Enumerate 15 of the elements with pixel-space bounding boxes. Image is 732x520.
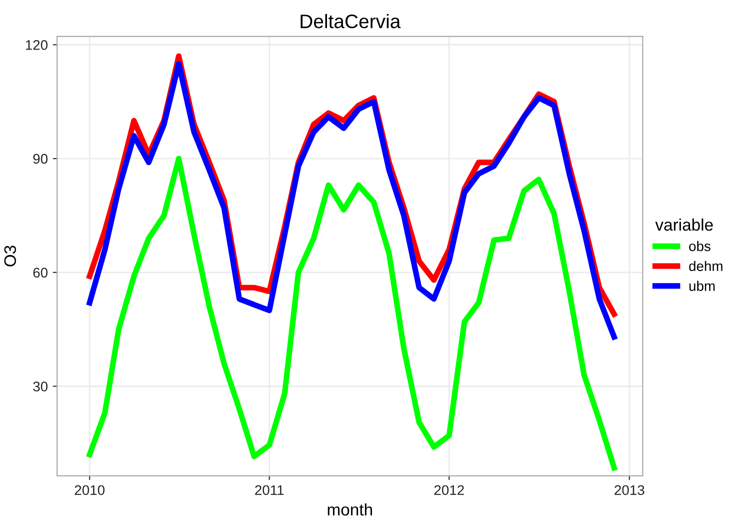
y-tick-label: 60 [33,268,48,278]
legend-label: ubm [689,280,715,291]
x-tick-label: 2011 [255,485,284,496]
x-axis-title: month [328,503,372,516]
y-tick-label: 90 [33,154,48,164]
x-tick-label: 2010 [74,485,105,496]
legend-label: dehm [689,260,722,272]
y-axis-title: O3 [4,246,16,266]
x-tick-label: 2012 [434,485,464,496]
y-tick-label: 30 [33,382,48,392]
legend-label: obs [689,240,710,252]
y-tick-label: 120 [26,40,48,50]
x-tick-label: 2013 [614,485,644,496]
legend-title: variable [655,218,713,231]
chart-title: DeltaCervia [300,14,401,28]
